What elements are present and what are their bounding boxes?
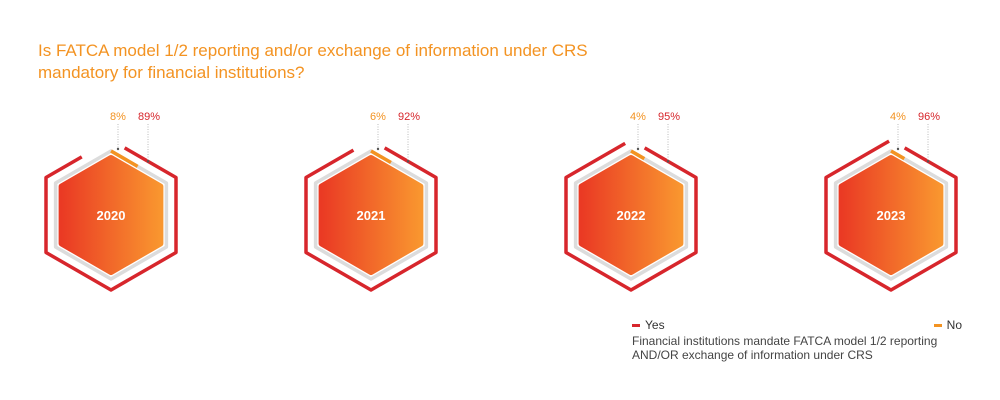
yes-leader-dot: [406, 160, 410, 163]
year-hexagon-2020: [58, 155, 164, 275]
yes-value-label-2022: 95%: [658, 111, 680, 123]
no-leader-dot: [116, 147, 120, 151]
no-value-label-2023: 4%: [890, 111, 906, 123]
legend-item-yes: Yes: [632, 318, 665, 332]
track-ring: [53, 149, 169, 281]
track-ring: [833, 149, 949, 281]
no-value-label-2020: 8%: [110, 111, 126, 123]
year-hexagon-2021: [318, 155, 424, 275]
legend: Yes No Financial institutions mandate FA…: [632, 318, 962, 362]
yes-leader-dot: [926, 160, 930, 163]
year-label-2023: 2023: [877, 208, 906, 223]
year-label-2022: 2022: [617, 208, 646, 223]
legend-label-yes: Yes: [645, 318, 665, 332]
no-leader-dot: [636, 147, 640, 151]
yes-ring-2023: [824, 138, 958, 292]
yes-value-label-2023: 96%: [918, 111, 940, 123]
track-ring: [313, 149, 429, 281]
year-label-2021: 2021: [357, 208, 386, 223]
yes-value-label-2021: 92%: [398, 111, 420, 123]
yes-leader-dot: [666, 160, 670, 163]
year-hexagon-2023: [838, 155, 944, 275]
no-leader-dot: [376, 147, 380, 151]
yes-ring-2022: [564, 138, 698, 292]
no-value-label-2021: 6%: [370, 111, 386, 123]
no-leader-dot: [896, 147, 900, 151]
legend-label-no: No: [946, 318, 962, 332]
track-ring: [573, 149, 689, 281]
chart-title: Is FATCA model 1/2 reporting and/or exch…: [38, 41, 588, 82]
no-value-label-2022: 4%: [630, 111, 646, 123]
year-label-2020: 2020: [97, 208, 126, 223]
legend-item-no: No: [933, 318, 962, 332]
legend-swatch-no: [933, 323, 942, 327]
yes-ring-2021: [304, 138, 438, 292]
yes-value-label-2020: 89%: [138, 111, 160, 123]
legend-description: Financial institutions mandate FATCA mod…: [632, 334, 938, 362]
yes-ring-2020: [44, 138, 178, 292]
legend-swatch-yes: [632, 323, 640, 327]
year-hexagon-2022: [578, 155, 684, 275]
yes-leader-dot: [146, 160, 150, 163]
